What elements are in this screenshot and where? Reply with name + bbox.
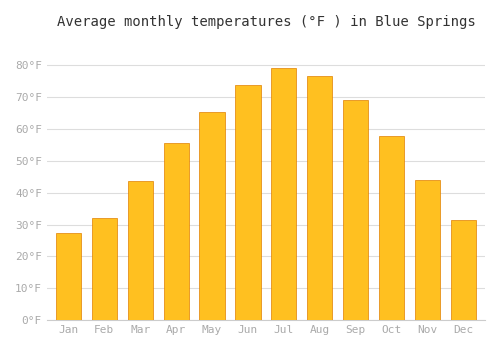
Bar [200,112,224,320]
Bar [128,181,153,320]
Bar [307,76,332,320]
Bar [379,136,404,320]
Bar [92,218,117,320]
Bar [451,220,476,320]
Bar [343,100,368,320]
Bar [164,143,188,320]
Title: Average monthly temperatures (°F ) in Blue Springs: Average monthly temperatures (°F ) in Bl… [56,15,476,29]
Bar [415,180,440,320]
Bar [236,85,260,320]
Bar [272,68,296,320]
Bar [56,232,81,320]
